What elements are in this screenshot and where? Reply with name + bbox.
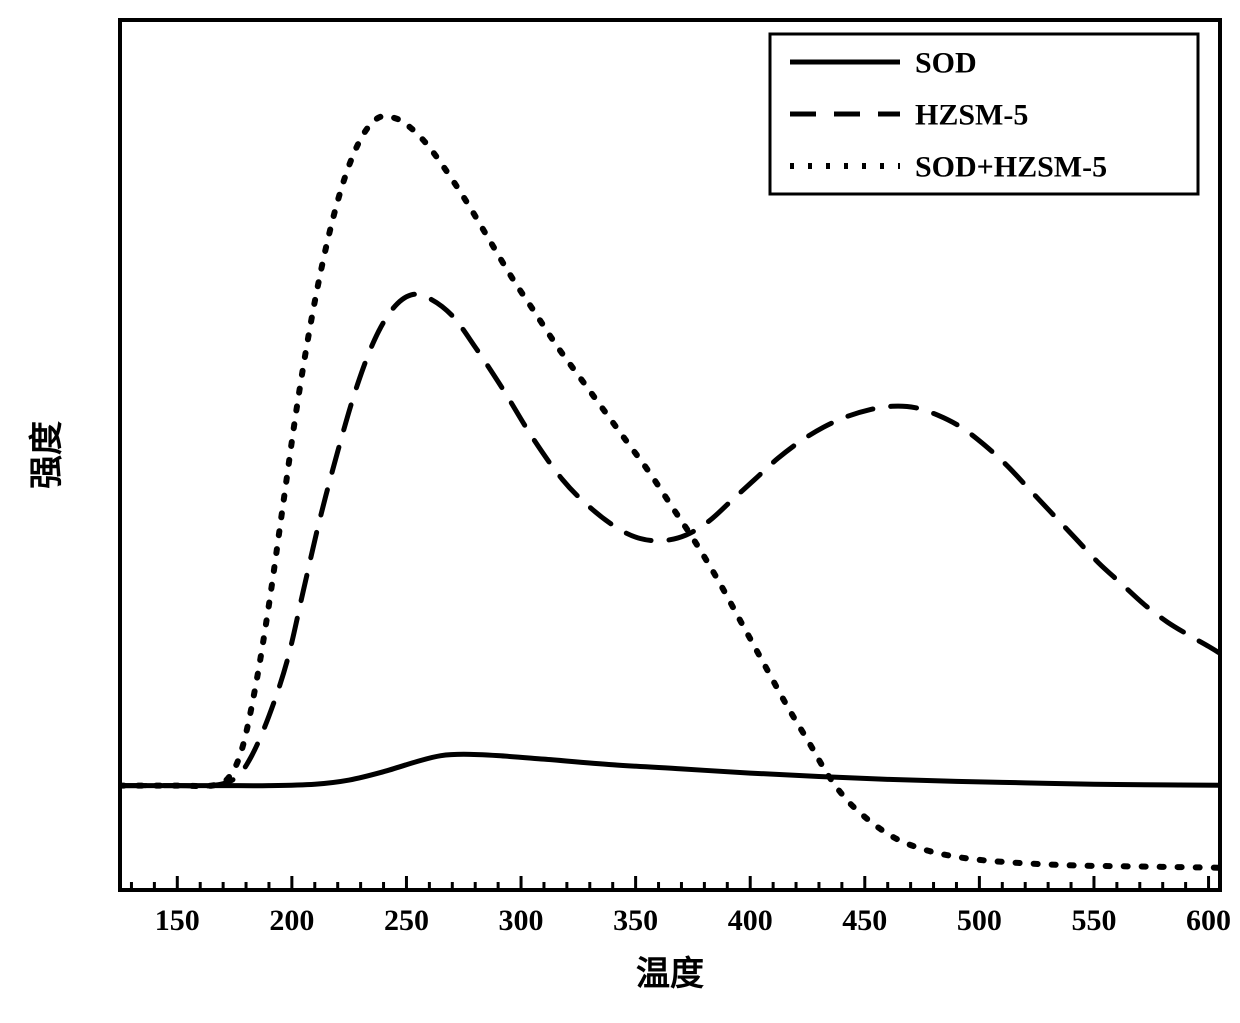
x-tick-label: 350 [613, 904, 658, 937]
legend-label: SOD [915, 47, 977, 80]
x-tick-label: 600 [1186, 904, 1231, 937]
x-tick-label: 250 [384, 904, 429, 937]
x-tick-label: 450 [842, 904, 887, 937]
x-tick-label: 500 [957, 904, 1002, 937]
legend-label: SOD+HZSM-5 [915, 151, 1107, 184]
x-tick-label: 550 [1071, 904, 1116, 937]
x-tick-label: 400 [728, 904, 773, 937]
y-axis-label: 强度 [28, 421, 66, 489]
legend-label: HZSM-5 [915, 99, 1028, 132]
x-tick-label: 150 [155, 904, 200, 937]
x-tick-label: 200 [269, 904, 314, 937]
x-tick-label: 300 [499, 904, 544, 937]
chart-container: 150 200 250 300 350 400 450 500 550 600 温度 强度 SOD HZS… [0, 0, 1240, 1023]
x-axis-label: 温度 [636, 955, 704, 993]
chart-svg: 150 200 250 300 350 400 450 500 550 600 温度 强度 SOD HZS… [0, 0, 1240, 1023]
legend: SOD HZSM-5 SOD+HZSM-5 [770, 34, 1198, 194]
